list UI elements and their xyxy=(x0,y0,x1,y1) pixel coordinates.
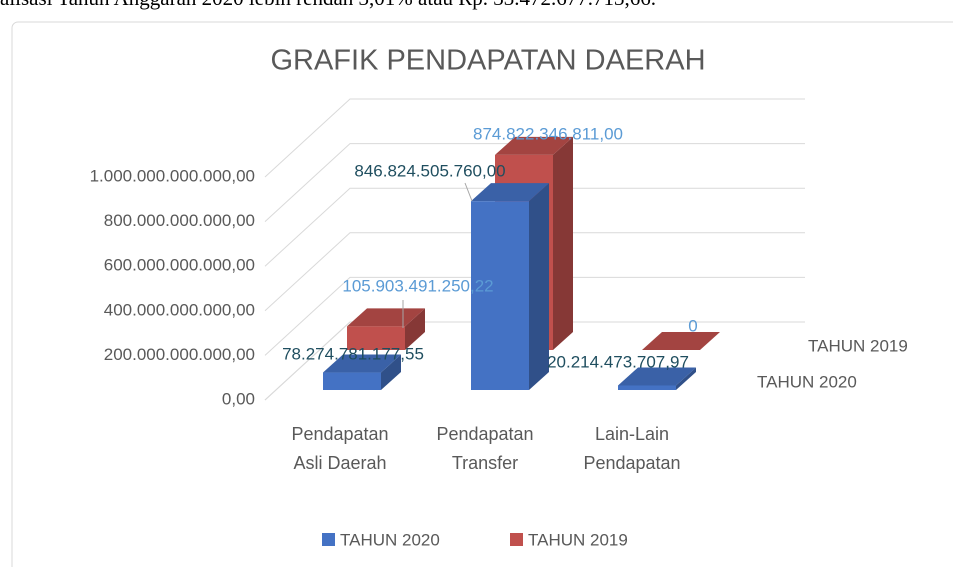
x-tick-label: Pendapatan Transfer xyxy=(436,424,534,473)
leader-line xyxy=(464,182,473,202)
data-label: 874.822.346.811,00 xyxy=(473,124,623,143)
bar xyxy=(347,326,405,350)
bar-top xyxy=(618,367,696,386)
depth-label: TAHUN 2019 xyxy=(808,336,908,355)
y-tick-label: 400.000.000.000,00 xyxy=(104,300,255,319)
bar-side xyxy=(553,136,573,350)
chart-title: GRAFIK PENDAPATAN DAERAH xyxy=(270,45,705,77)
data-label: 0 xyxy=(688,316,697,335)
bar-top xyxy=(347,308,425,327)
grid-line xyxy=(264,232,805,312)
bar-top xyxy=(642,332,720,350)
x-tick-label: Lain-Lain Pendapatan xyxy=(583,424,681,473)
bar-top xyxy=(495,136,573,155)
x-tick-label: Pendapatan Asli Daerah xyxy=(291,424,389,473)
y-tick-label: 1.000.000.000.000,00 xyxy=(90,166,255,185)
data-label: 846.824.505.760,00 xyxy=(354,161,505,180)
bar-side xyxy=(676,367,696,390)
data-label: 78.274.781.177,55 xyxy=(282,344,424,363)
legend-swatch xyxy=(510,533,523,546)
bar-side xyxy=(381,354,401,390)
legend-swatch xyxy=(322,533,335,546)
bar xyxy=(618,385,676,390)
grid-line xyxy=(264,143,805,222)
data-label: 105.903.491.250,22 xyxy=(342,276,493,295)
bar-side xyxy=(529,183,549,390)
bar xyxy=(471,201,529,390)
floor-edge xyxy=(264,321,351,401)
y-tick-label: 200.000.000.000,00 xyxy=(104,345,255,364)
y-tick-label: 0,00 xyxy=(222,389,255,408)
grid-line xyxy=(264,98,805,178)
legend-label: TAHUN 2019 xyxy=(528,530,628,549)
grid-line xyxy=(264,276,805,356)
caption: alisasi Tahun Anggaran 2020 lebih rendah… xyxy=(0,0,656,11)
legend-label: TAHUN 2020 xyxy=(340,530,440,549)
data-label: 20.214.473.707,97 xyxy=(547,352,689,371)
chart-border xyxy=(11,21,953,567)
bar xyxy=(323,372,381,390)
bar-top xyxy=(471,183,549,202)
y-tick-label: 800.000.000.000,00 xyxy=(104,211,255,230)
y-tick-label: 600.000.000.000,00 xyxy=(104,256,255,275)
bar-top xyxy=(323,354,401,373)
depth-label: TAHUN 2020 xyxy=(757,372,857,391)
bar-side xyxy=(405,308,425,350)
grid-line xyxy=(264,187,805,267)
